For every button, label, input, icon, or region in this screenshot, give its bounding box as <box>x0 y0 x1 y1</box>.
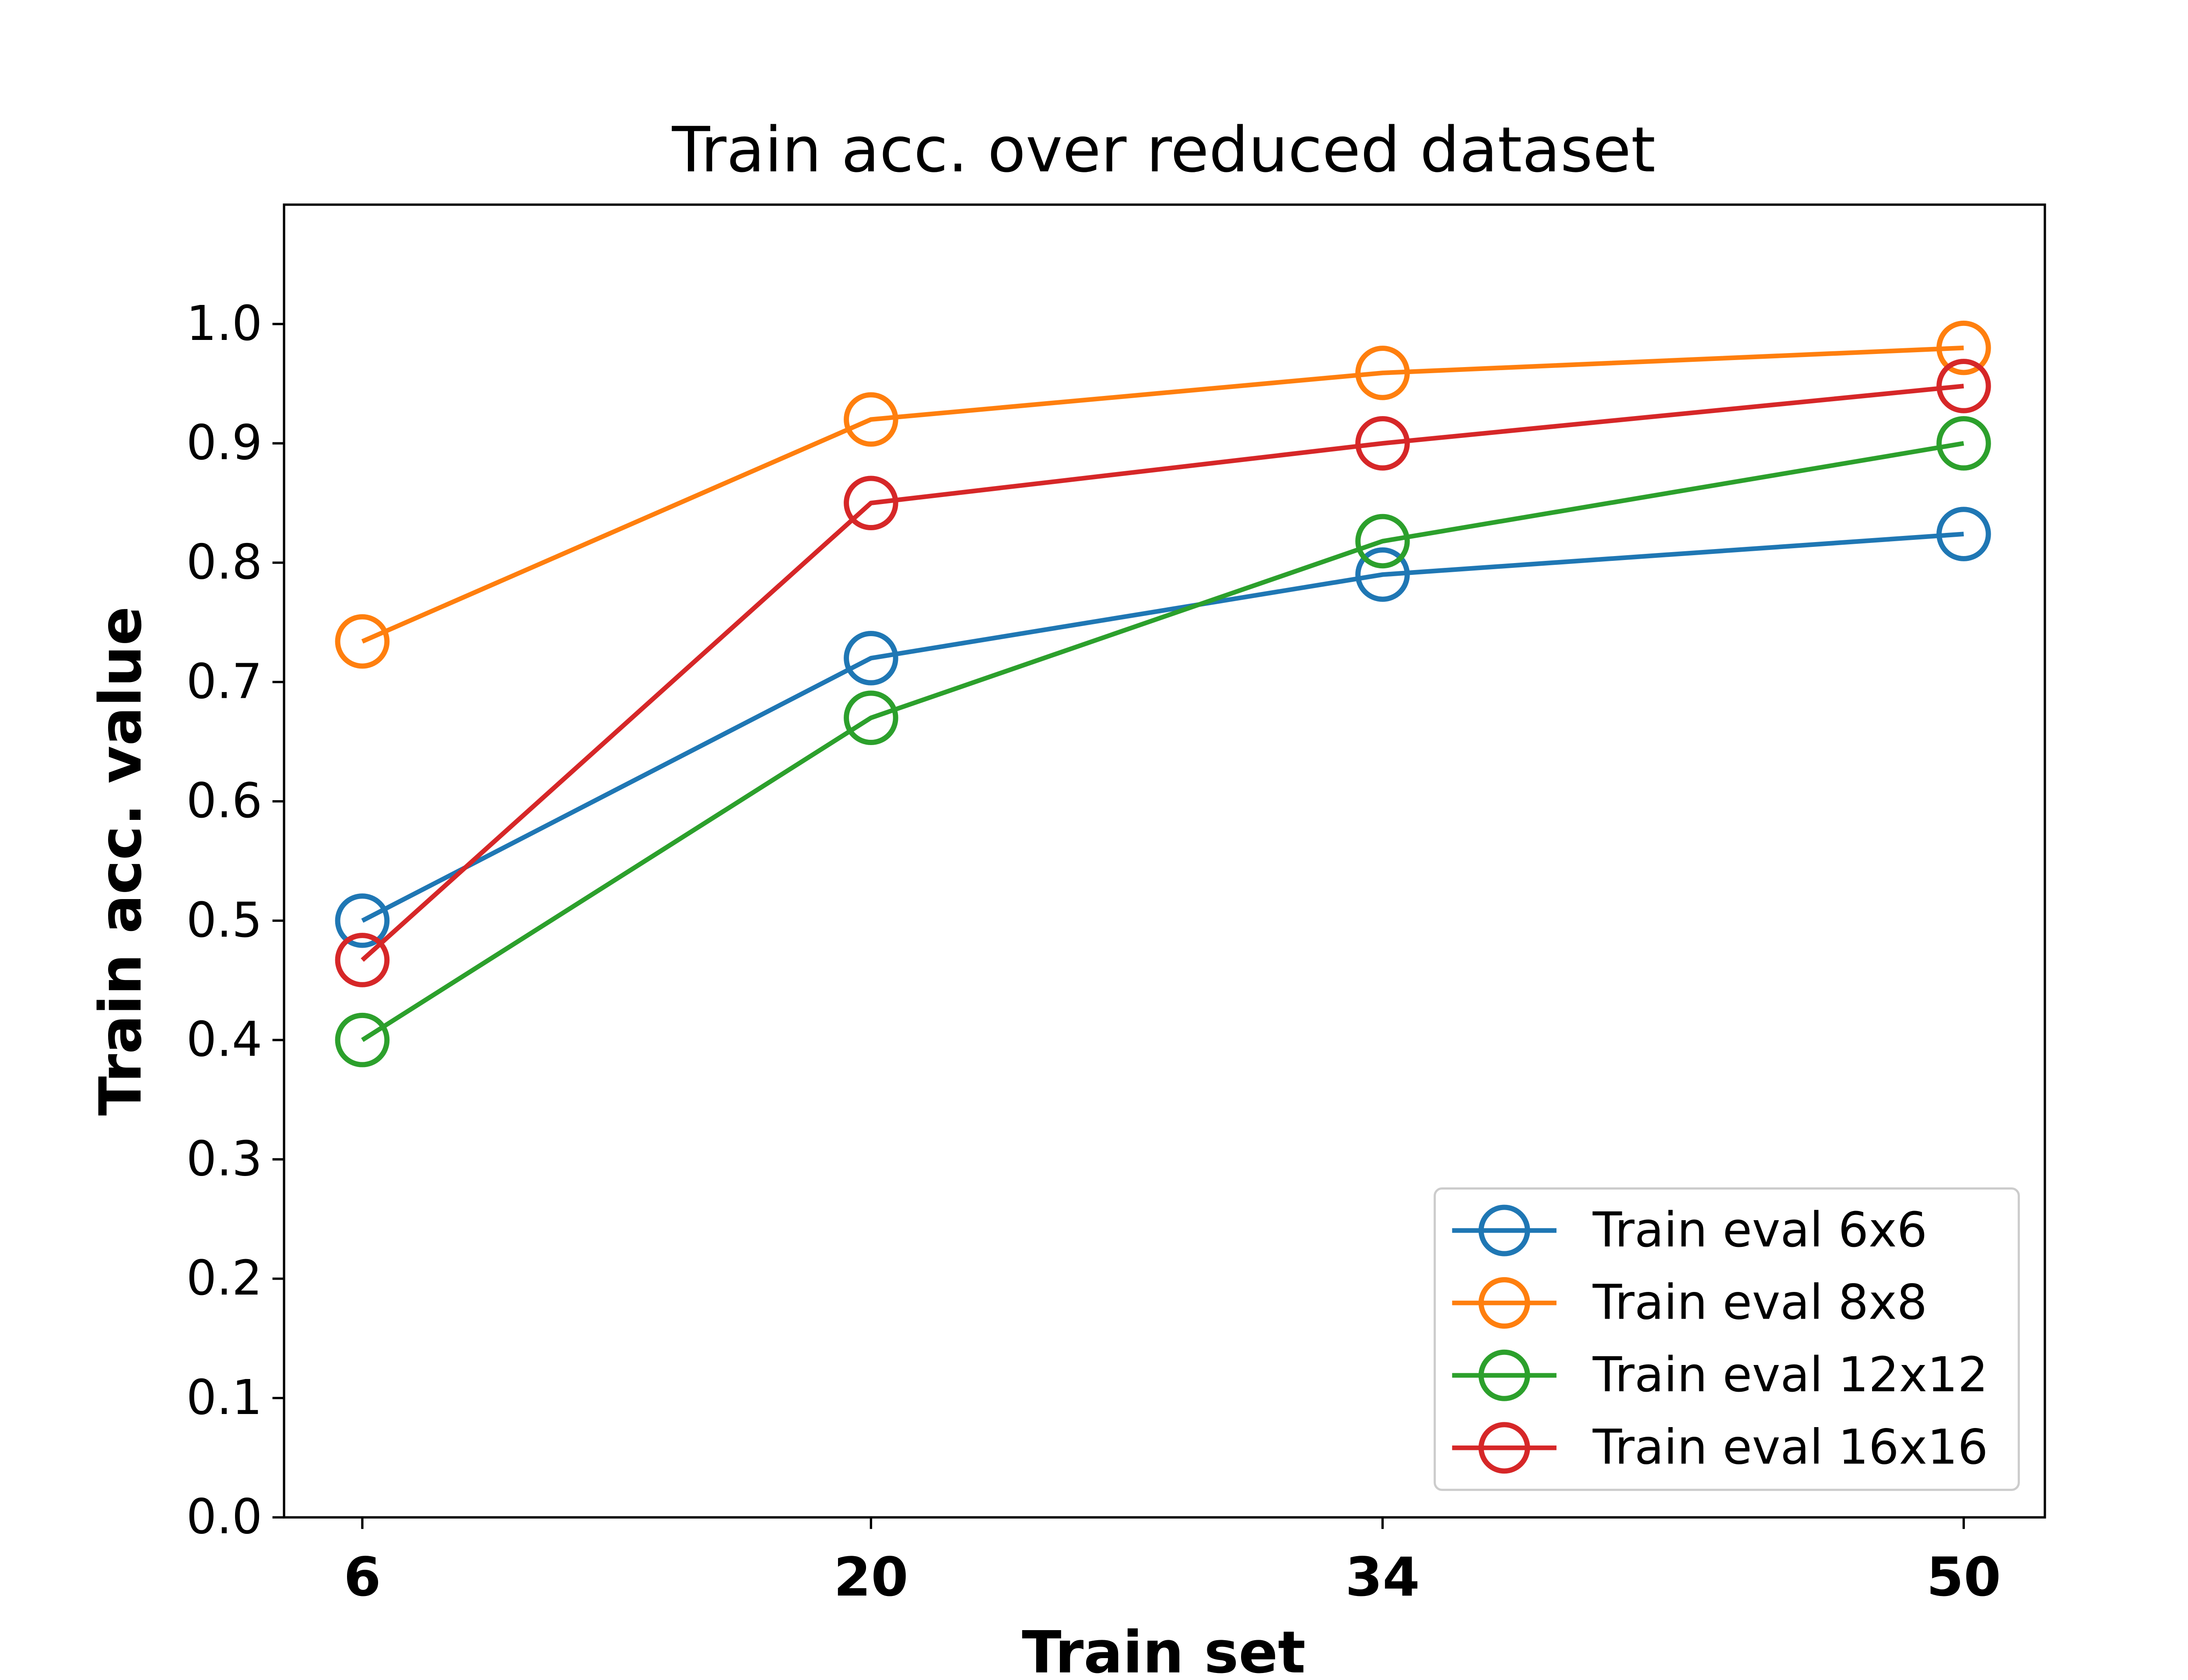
legend-item: Train eval 16x16 <box>1452 1420 1988 1475</box>
y-tick-label: 0.8 <box>186 535 263 590</box>
y-tick-label: 0.7 <box>186 654 263 709</box>
data-point <box>1936 320 1991 375</box>
series-3 <box>335 359 1991 987</box>
y-tick-label: 0.1 <box>186 1370 263 1425</box>
chart-title: Train acc. over reduced dataset <box>672 114 1656 186</box>
data-point <box>335 893 390 948</box>
data-point <box>1936 416 1991 471</box>
y-tick-label: 0.2 <box>186 1250 263 1306</box>
data-point <box>1355 346 1410 400</box>
y-tick-label: 0.5 <box>186 892 263 948</box>
legend-label: Train eval 16x16 <box>1592 1420 1988 1475</box>
legend-label: Train eval 12x12 <box>1592 1347 1988 1403</box>
legend-marker <box>1478 1422 1530 1474</box>
y-tick-label: 0.6 <box>186 773 263 829</box>
series-2 <box>335 416 1991 1068</box>
y-tick-label: 1.0 <box>186 296 263 351</box>
data-point <box>1936 507 1991 561</box>
series-layer <box>335 320 1991 1068</box>
data-point <box>844 690 898 745</box>
legend-label: Train eval 6x6 <box>1592 1202 1928 1258</box>
x-tick-label: 50 <box>1926 1546 2001 1608</box>
legend-item: Train eval 8x8 <box>1452 1275 1927 1330</box>
y-axis-ticks: 0.0 0.1 0.2 0.3 0.4 0.5 0.6 0.7 0.8 0.9 1.0 <box>186 296 284 1545</box>
y-tick-label: 0.4 <box>186 1012 263 1068</box>
data-point <box>335 1012 390 1068</box>
data-point <box>1936 359 1991 413</box>
series-line <box>361 345 1964 644</box>
series-line <box>361 384 1964 962</box>
data-point <box>1355 514 1410 569</box>
series-line <box>361 532 1964 923</box>
x-axis-ticks: 6 20 34 50 <box>344 1517 2001 1608</box>
legend-box <box>1434 1187 2020 1491</box>
legend: Train eval 6x6 Train eval 8x8 Train eval 1… <box>1434 1187 2020 1491</box>
legend-marker <box>1478 1349 1530 1401</box>
series-line <box>361 441 1964 1042</box>
x-axis-label: Train set <box>1022 1619 1305 1680</box>
legend-label: Train eval 8x8 <box>1592 1275 1928 1330</box>
legend-marker <box>1478 1277 1530 1329</box>
legend-marker <box>1478 1204 1530 1256</box>
plot-frame <box>283 203 2046 1519</box>
y-tick-label: 0.3 <box>186 1131 263 1186</box>
data-point <box>844 631 898 686</box>
y-tick-label: 0.0 <box>186 1489 263 1545</box>
data-point <box>844 476 898 530</box>
data-point <box>844 392 898 447</box>
series-0 <box>335 507 1991 948</box>
y-tick-label: 0.9 <box>186 415 263 471</box>
x-tick-label: 6 <box>344 1546 381 1608</box>
legend-item: Train eval 6x6 <box>1452 1202 1927 1258</box>
data-point <box>335 933 390 987</box>
data-point <box>335 614 390 669</box>
data-point <box>1355 547 1410 602</box>
series-1 <box>335 320 1991 669</box>
x-tick-label: 34 <box>1345 1546 1420 1608</box>
legend-item: Train eval 12x12 <box>1452 1347 1988 1403</box>
x-tick-label: 20 <box>834 1546 908 1608</box>
y-axis-label: Train acc. value <box>87 606 154 1116</box>
data-point <box>1355 416 1410 471</box>
